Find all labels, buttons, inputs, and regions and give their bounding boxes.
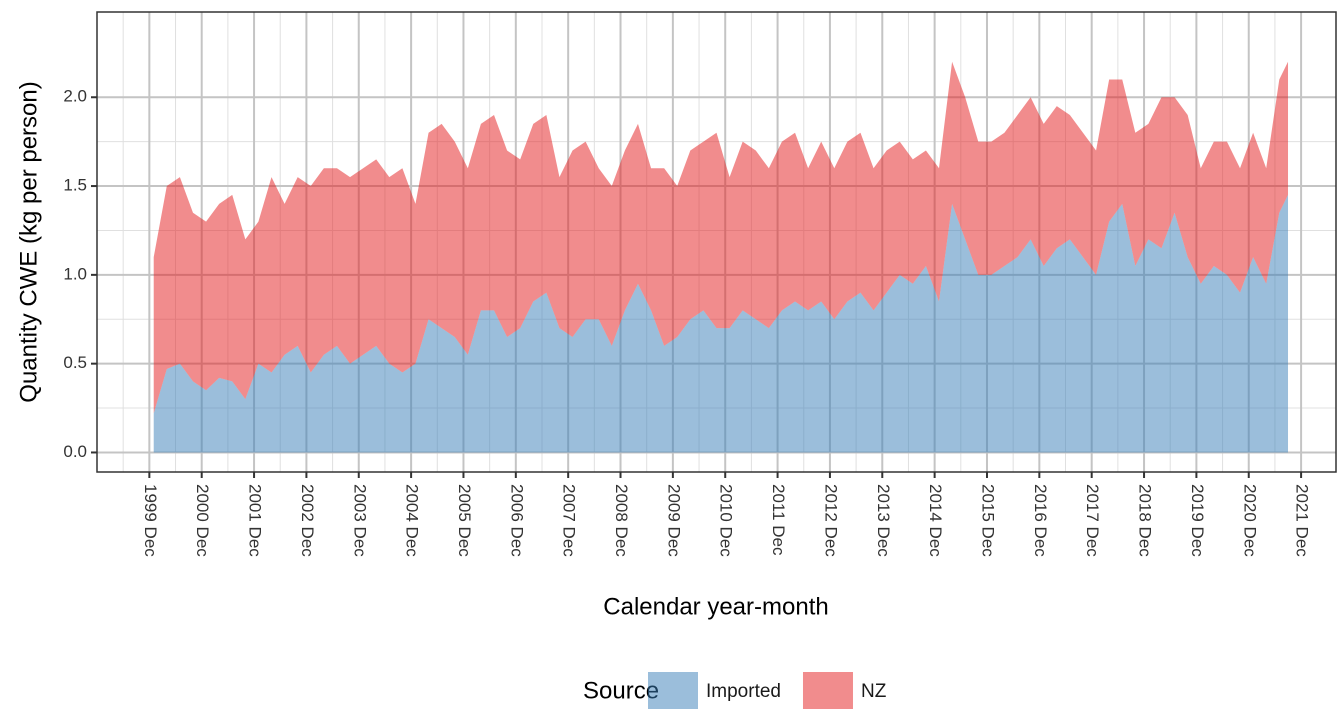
x-tick-label: 1999 Dec [141,484,160,557]
y-tick-label: 1.5 [63,176,87,195]
x-tick-label: 2000 Dec [193,484,212,557]
x-axis-title: Calendar year-month [603,593,828,620]
x-tick-label: 2013 Dec [874,484,893,557]
x-tick-label: 2017 Dec [1083,484,1102,557]
x-tick-label: 2008 Dec [612,484,631,557]
x-tick-label: 2019 Dec [1188,484,1207,557]
legend-key [802,672,853,709]
y-axis-title: Quantity CWE (kg per person) [15,81,42,402]
x-tick-label: 2009 Dec [664,484,683,557]
panel-border [96,11,1337,473]
x-tick-label: 2003 Dec [350,484,369,557]
x-tick-label: 2002 Dec [298,484,317,557]
legend-key [648,672,698,709]
x-tick-label: 2014 Dec [926,484,945,557]
area [153,61,1289,414]
x-tick-label: 2018 Dec [1136,484,1155,557]
x-tick-label: 2001 Dec [246,484,265,557]
x-tick-label: 2010 Dec [717,484,736,557]
x-tick-label: 2006 Dec [507,484,526,557]
x-tick-label: 2012 Dec [821,484,840,557]
y-tick-label: 1.0 [63,264,87,283]
x-tick-label: 2016 Dec [1031,484,1050,557]
area [153,194,1289,453]
legend-label: Imported [706,681,781,702]
x-tick-label: 2015 Dec [979,484,998,557]
x-tick-label: 2004 Dec [403,484,422,557]
x-tick-label: 2021 Dec [1293,484,1312,557]
legend-title: Source [583,677,659,704]
y-tick-label: 0.0 [63,442,87,461]
x-tick-label: 2007 Dec [560,484,579,557]
x-tick-label: 2020 Dec [1240,484,1259,557]
y-tick-label: 0.5 [63,353,87,372]
x-tick-label: 2005 Dec [455,484,474,557]
legend-label: NZ [861,681,887,702]
y-tick-label: 2.0 [63,87,87,106]
x-tick-label: 2011 Dec [769,484,788,556]
